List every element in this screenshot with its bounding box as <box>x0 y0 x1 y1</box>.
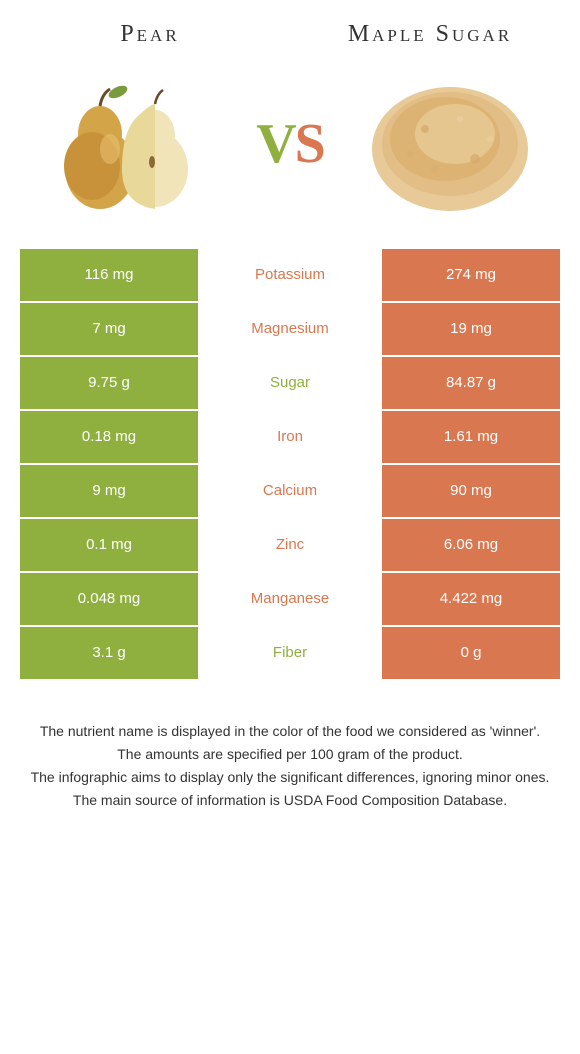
nutrient-label: Potassium <box>200 249 380 301</box>
footnotes: The nutrient name is displayed in the co… <box>20 721 560 811</box>
maple-sugar-image <box>360 69 540 219</box>
left-value: 0.1 mg <box>20 519 200 571</box>
right-value: 19 mg <box>380 303 560 355</box>
nutrient-label: Iron <box>200 411 380 463</box>
table-row: 0.048 mgManganese4.422 mg <box>20 573 560 627</box>
vs-label: VS <box>256 112 324 176</box>
vs-s: S <box>295 113 324 175</box>
comparison-table: 116 mgPotassium274 mg7 mgMagnesium19 mg9… <box>20 249 560 681</box>
nutrient-label: Calcium <box>200 465 380 517</box>
right-value: 6.06 mg <box>380 519 560 571</box>
left-value: 0.18 mg <box>20 411 200 463</box>
right-value: 90 mg <box>380 465 560 517</box>
header-row: Pear Maple Sugar <box>20 20 560 49</box>
left-value: 9.75 g <box>20 357 200 409</box>
right-value: 0 g <box>380 627 560 679</box>
images-row: VS <box>20 69 560 219</box>
left-value: 9 mg <box>20 465 200 517</box>
nutrient-label: Fiber <box>200 627 380 679</box>
right-value: 274 mg <box>380 249 560 301</box>
footnote-line: The nutrient name is displayed in the co… <box>30 721 550 742</box>
vs-v: V <box>256 113 294 175</box>
left-value: 3.1 g <box>20 627 200 679</box>
nutrient-label: Sugar <box>200 357 380 409</box>
left-value: 7 mg <box>20 303 200 355</box>
footnote-line: The main source of information is USDA F… <box>30 790 550 811</box>
left-title: Pear <box>60 20 240 49</box>
right-title: Maple Sugar <box>340 20 520 49</box>
table-row: 116 mgPotassium274 mg <box>20 249 560 303</box>
table-row: 9.75 gSugar84.87 g <box>20 357 560 411</box>
right-value: 4.422 mg <box>380 573 560 625</box>
nutrient-label: Manganese <box>200 573 380 625</box>
table-row: 0.18 mgIron1.61 mg <box>20 411 560 465</box>
nutrient-label: Magnesium <box>200 303 380 355</box>
nutrient-label: Zinc <box>200 519 380 571</box>
pear-image <box>40 69 220 219</box>
table-row: 3.1 gFiber0 g <box>20 627 560 681</box>
left-value: 0.048 mg <box>20 573 200 625</box>
table-row: 9 mgCalcium90 mg <box>20 465 560 519</box>
footnote-line: The amounts are specified per 100 gram o… <box>30 744 550 765</box>
footnote-line: The infographic aims to display only the… <box>30 767 550 788</box>
left-value: 116 mg <box>20 249 200 301</box>
right-value: 84.87 g <box>380 357 560 409</box>
table-row: 0.1 mgZinc6.06 mg <box>20 519 560 573</box>
right-value: 1.61 mg <box>380 411 560 463</box>
table-row: 7 mgMagnesium19 mg <box>20 303 560 357</box>
